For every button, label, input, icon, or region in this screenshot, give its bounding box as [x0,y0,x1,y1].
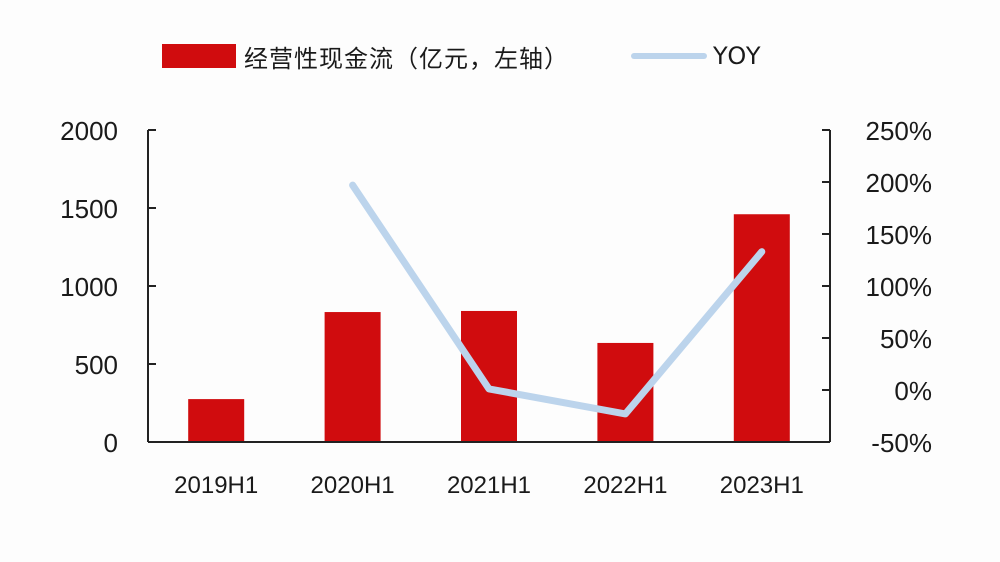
yoy-line [349,181,766,418]
left-tick-label: 0 [104,428,118,458]
right-tick-label: 250% [866,116,933,146]
left-tick-label: 500 [75,350,118,380]
legend-label-yoy: YOY [713,42,762,70]
x-tick-label: 2022H1 [583,472,667,499]
left-tick-label: 2000 [60,116,118,146]
right-tick-label: 50% [880,324,932,354]
left-tick-label: 1000 [60,272,118,302]
legend-item-cashflow: 经营性现金流（亿元，左轴） [162,39,569,74]
x-tick-label: 2023H1 [720,472,804,499]
legend-item-yoy: YOY [631,42,762,70]
legend: 经营性现金流（亿元，左轴） YOY [162,39,824,74]
legend-label-cashflow: 经营性现金流（亿元，左轴） [244,44,569,73]
x-tick-label: 2019H1 [174,472,258,499]
bar-2020H1 [324,312,381,442]
bar-swatch-icon [162,44,236,68]
right-tick-label: 0% [894,376,932,406]
x-tick-label: 2020H1 [311,472,395,499]
right-tick-label: 200% [866,168,933,198]
x-tick-label: 2021H1 [447,472,531,499]
bar-2019H1 [188,399,245,442]
left-tick-label: 1500 [60,194,118,224]
line-swatch-icon [631,53,707,59]
right-tick-label: 150% [866,220,933,250]
right-tick-label: 100% [866,272,933,302]
bar-2021H1 [461,310,517,442]
right-tick-label: -50% [871,428,932,458]
